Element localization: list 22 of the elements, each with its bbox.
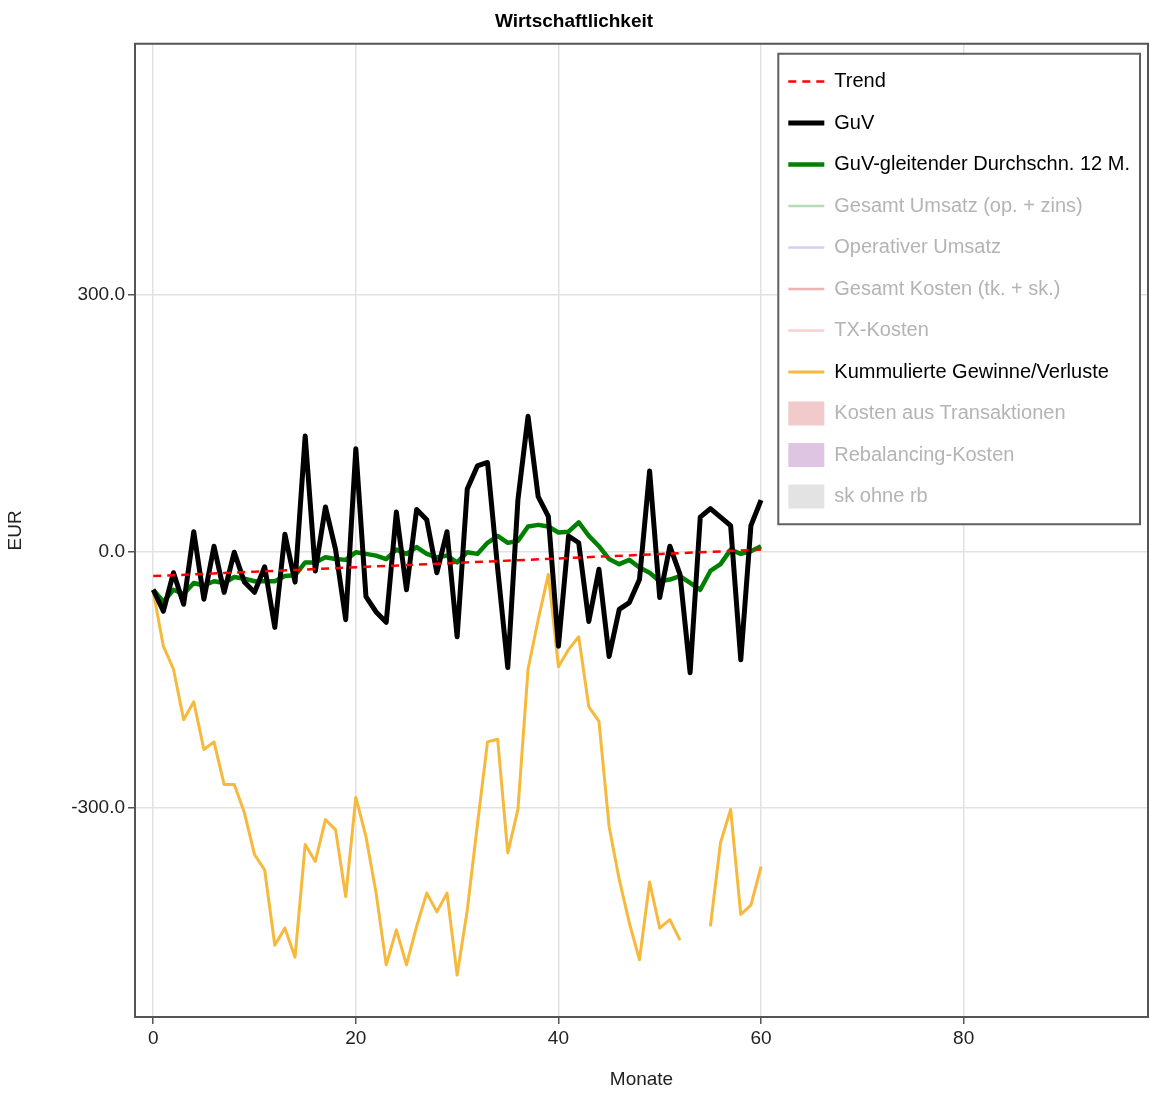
legend-label: Kummulierte Gewinne/Verluste (834, 359, 1109, 382)
legend-label: Rebalancing-Kosten (834, 442, 1015, 465)
y-tick-label: 300.0 (77, 283, 125, 305)
x-tick-label: 0 (147, 1026, 159, 1048)
legend-label: Trend (834, 69, 886, 92)
y-axis-title: EUR (3, 510, 25, 551)
chart-title: Wirtschaftlichkeit (494, 9, 654, 31)
legend-label: Operativer Umsatz (834, 235, 1002, 258)
x-tick-label: 80 (953, 1026, 975, 1048)
x-tick-label: 20 (345, 1026, 367, 1048)
x-axis-title: Monate (609, 1067, 674, 1089)
legend-label: Kosten aus Transaktionen (834, 401, 1066, 424)
legend-label: sk ohne rb (834, 484, 928, 507)
legend-label: Gesamt Umsatz (op. + zins) (834, 193, 1083, 216)
legend-label: GuV-gleitender Durchschn. 12 M. (834, 152, 1130, 175)
y-tick-label: 0.0 (98, 539, 125, 561)
legend-label: TX-Kosten (834, 318, 929, 341)
legend-label: GuV (834, 110, 875, 133)
y-tick-label: -300.0 (71, 795, 125, 817)
legend-label: Gesamt Kosten (tk. + sk.) (834, 276, 1061, 299)
x-tick-label: 40 (547, 1026, 569, 1048)
x-tick-label: 60 (750, 1026, 772, 1048)
